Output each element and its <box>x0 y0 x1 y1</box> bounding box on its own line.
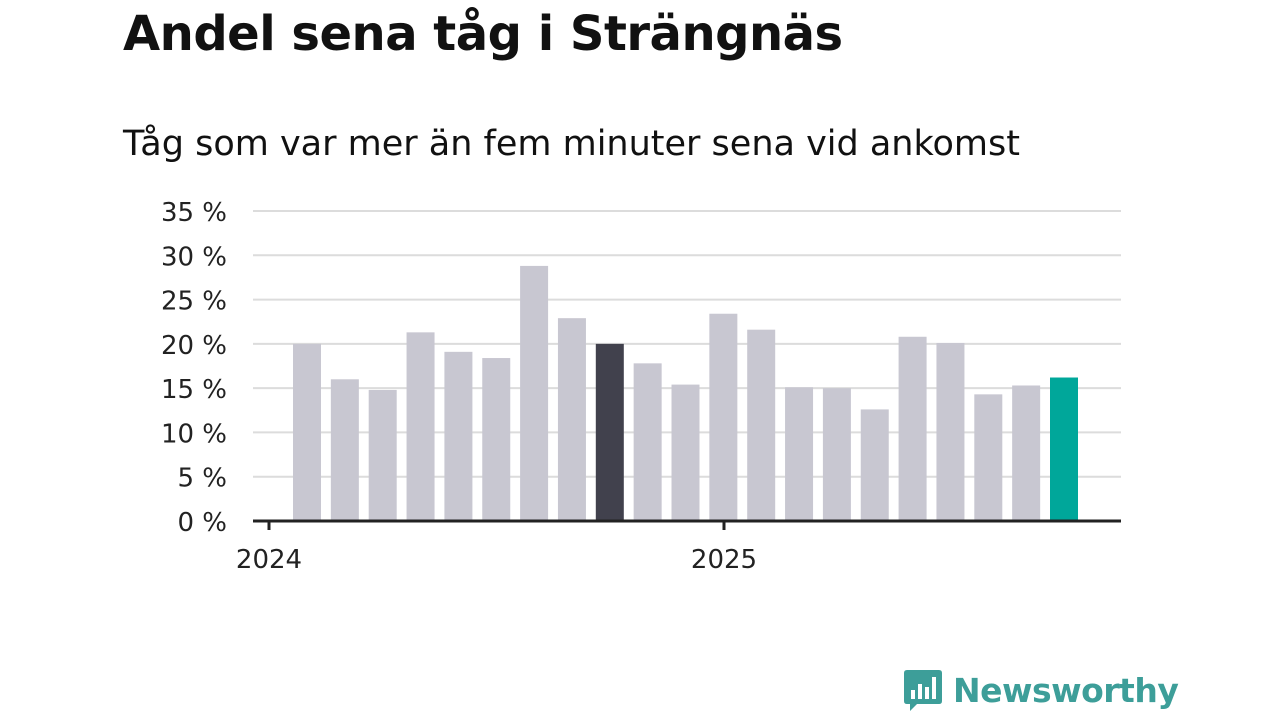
bar <box>747 329 776 521</box>
bar <box>444 351 473 521</box>
y-tick-label: 10 % <box>161 419 227 449</box>
bar <box>557 318 586 521</box>
y-tick-label: 5 % <box>177 464 227 494</box>
bar <box>936 342 965 521</box>
bar <box>406 332 435 521</box>
bar <box>293 343 321 521</box>
bar <box>482 358 511 521</box>
bar <box>1012 385 1041 521</box>
x-axis-ticks: 2024 2025 <box>236 521 757 575</box>
newsworthy-logo: Newsworthy <box>903 668 1179 712</box>
bar <box>595 343 624 521</box>
bar-chart: 0 % 5 % 10 % 15 % 20 % 25 % 30 % 35 % 2024 2025 <box>161 198 1121 575</box>
x-tick-label: 2024 <box>236 545 302 575</box>
bar <box>860 409 889 521</box>
y-tick-label: 35 % <box>161 198 227 228</box>
chart-title: Andel sena tåg i Strängnäs <box>123 6 843 62</box>
y-tick-label: 30 % <box>161 242 227 272</box>
bar <box>974 394 1003 521</box>
x-tick-label: 2025 <box>691 545 757 575</box>
bar <box>330 379 359 521</box>
y-axis-tick-labels: 0 % 5 % 10 % 15 % 20 % 25 % 30 % 35 % <box>161 198 227 538</box>
y-tick-label: 0 % <box>177 508 227 538</box>
y-tick-label: 20 % <box>161 331 227 361</box>
bar <box>520 265 549 521</box>
bar <box>822 388 851 521</box>
y-tick-label: 25 % <box>161 287 227 317</box>
bar-chart-speech-bubble-icon <box>904 670 942 711</box>
bar <box>671 384 700 521</box>
bar <box>898 336 927 521</box>
bar <box>785 387 814 521</box>
bar <box>633 363 662 521</box>
chart-subtitle: Tåg som var mer än fem minuter sena vid … <box>123 124 1020 164</box>
bar <box>368 389 397 521</box>
bars <box>293 265 1078 521</box>
brand-name: Newsworthy <box>953 670 1179 710</box>
bar <box>1050 377 1078 521</box>
y-tick-label: 15 % <box>161 375 227 405</box>
bar <box>709 313 738 521</box>
